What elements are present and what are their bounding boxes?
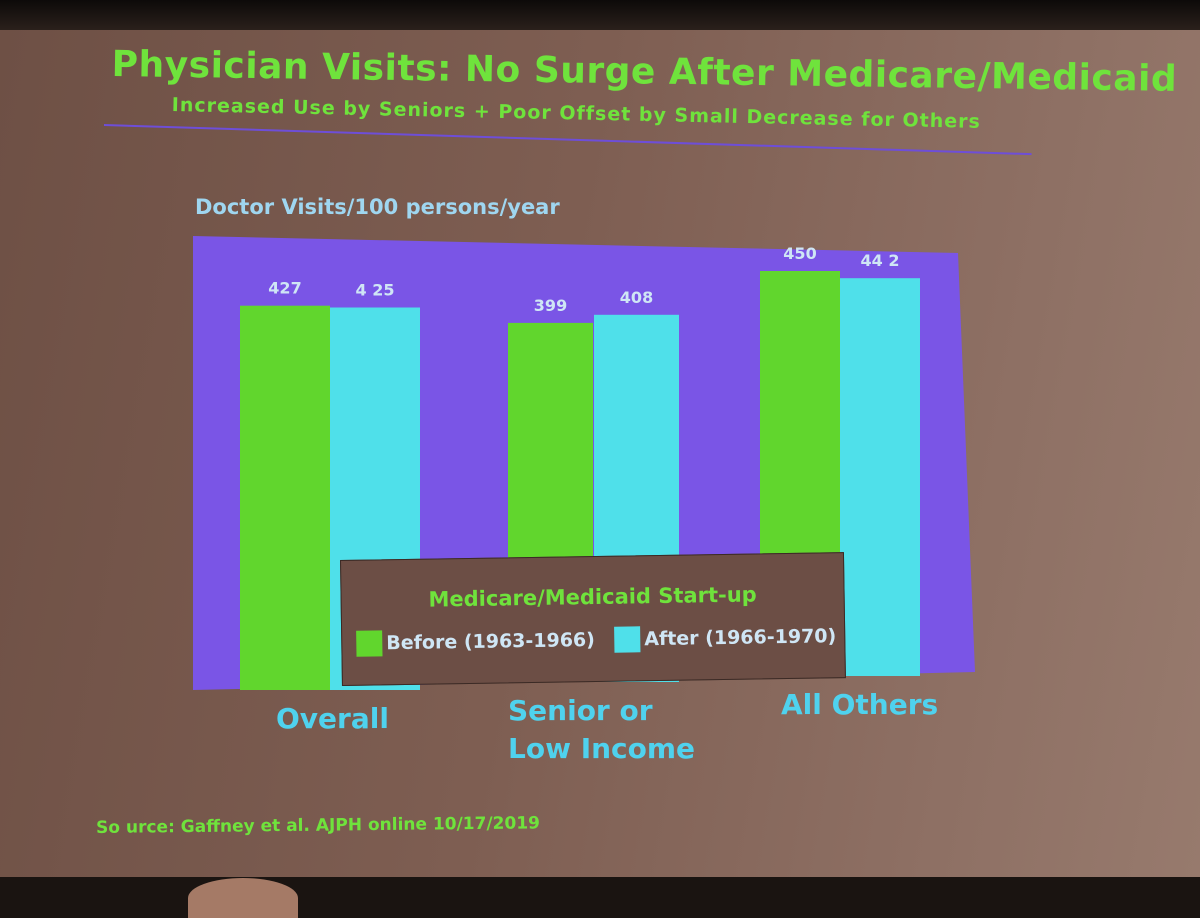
bar-overall-before	[240, 305, 330, 690]
chart-legend: Medicare/Medicaid Start-up Before (1963-…	[340, 552, 846, 686]
category-label-overall: Overall	[276, 702, 389, 735]
data-label-senior-or-low-income-after: 408	[620, 288, 653, 307]
legend-swatch-after	[614, 626, 641, 653]
category-label-all-others: All Others	[781, 688, 939, 721]
legend-label-before: Before (1963-1966)	[386, 629, 596, 655]
y-axis-label: Doctor Visits/100 persons/year	[195, 195, 560, 219]
legend-item-after: After (1966-1970)	[614, 623, 837, 653]
data-label-overall-before: 427	[268, 279, 301, 298]
bar-all-others-after	[840, 278, 920, 676]
legend-label-after: After (1966-1970)	[644, 625, 837, 651]
data-label-senior-or-low-income-before: 399	[534, 296, 567, 315]
data-label-overall-after: 4 25	[356, 281, 395, 300]
screen-top-edge	[0, 0, 1200, 30]
legend-title: Medicare/Medicaid Start-up	[428, 582, 757, 612]
legend-swatch-before	[356, 630, 383, 657]
data-label-all-others-after: 44 2	[861, 251, 900, 270]
audience-head	[188, 878, 298, 918]
category-label-senior-low-income: Senior or Low Income	[508, 694, 696, 765]
legend-item-before: Before (1963-1966)	[356, 627, 595, 657]
data-label-all-others-before: 450	[783, 244, 816, 263]
